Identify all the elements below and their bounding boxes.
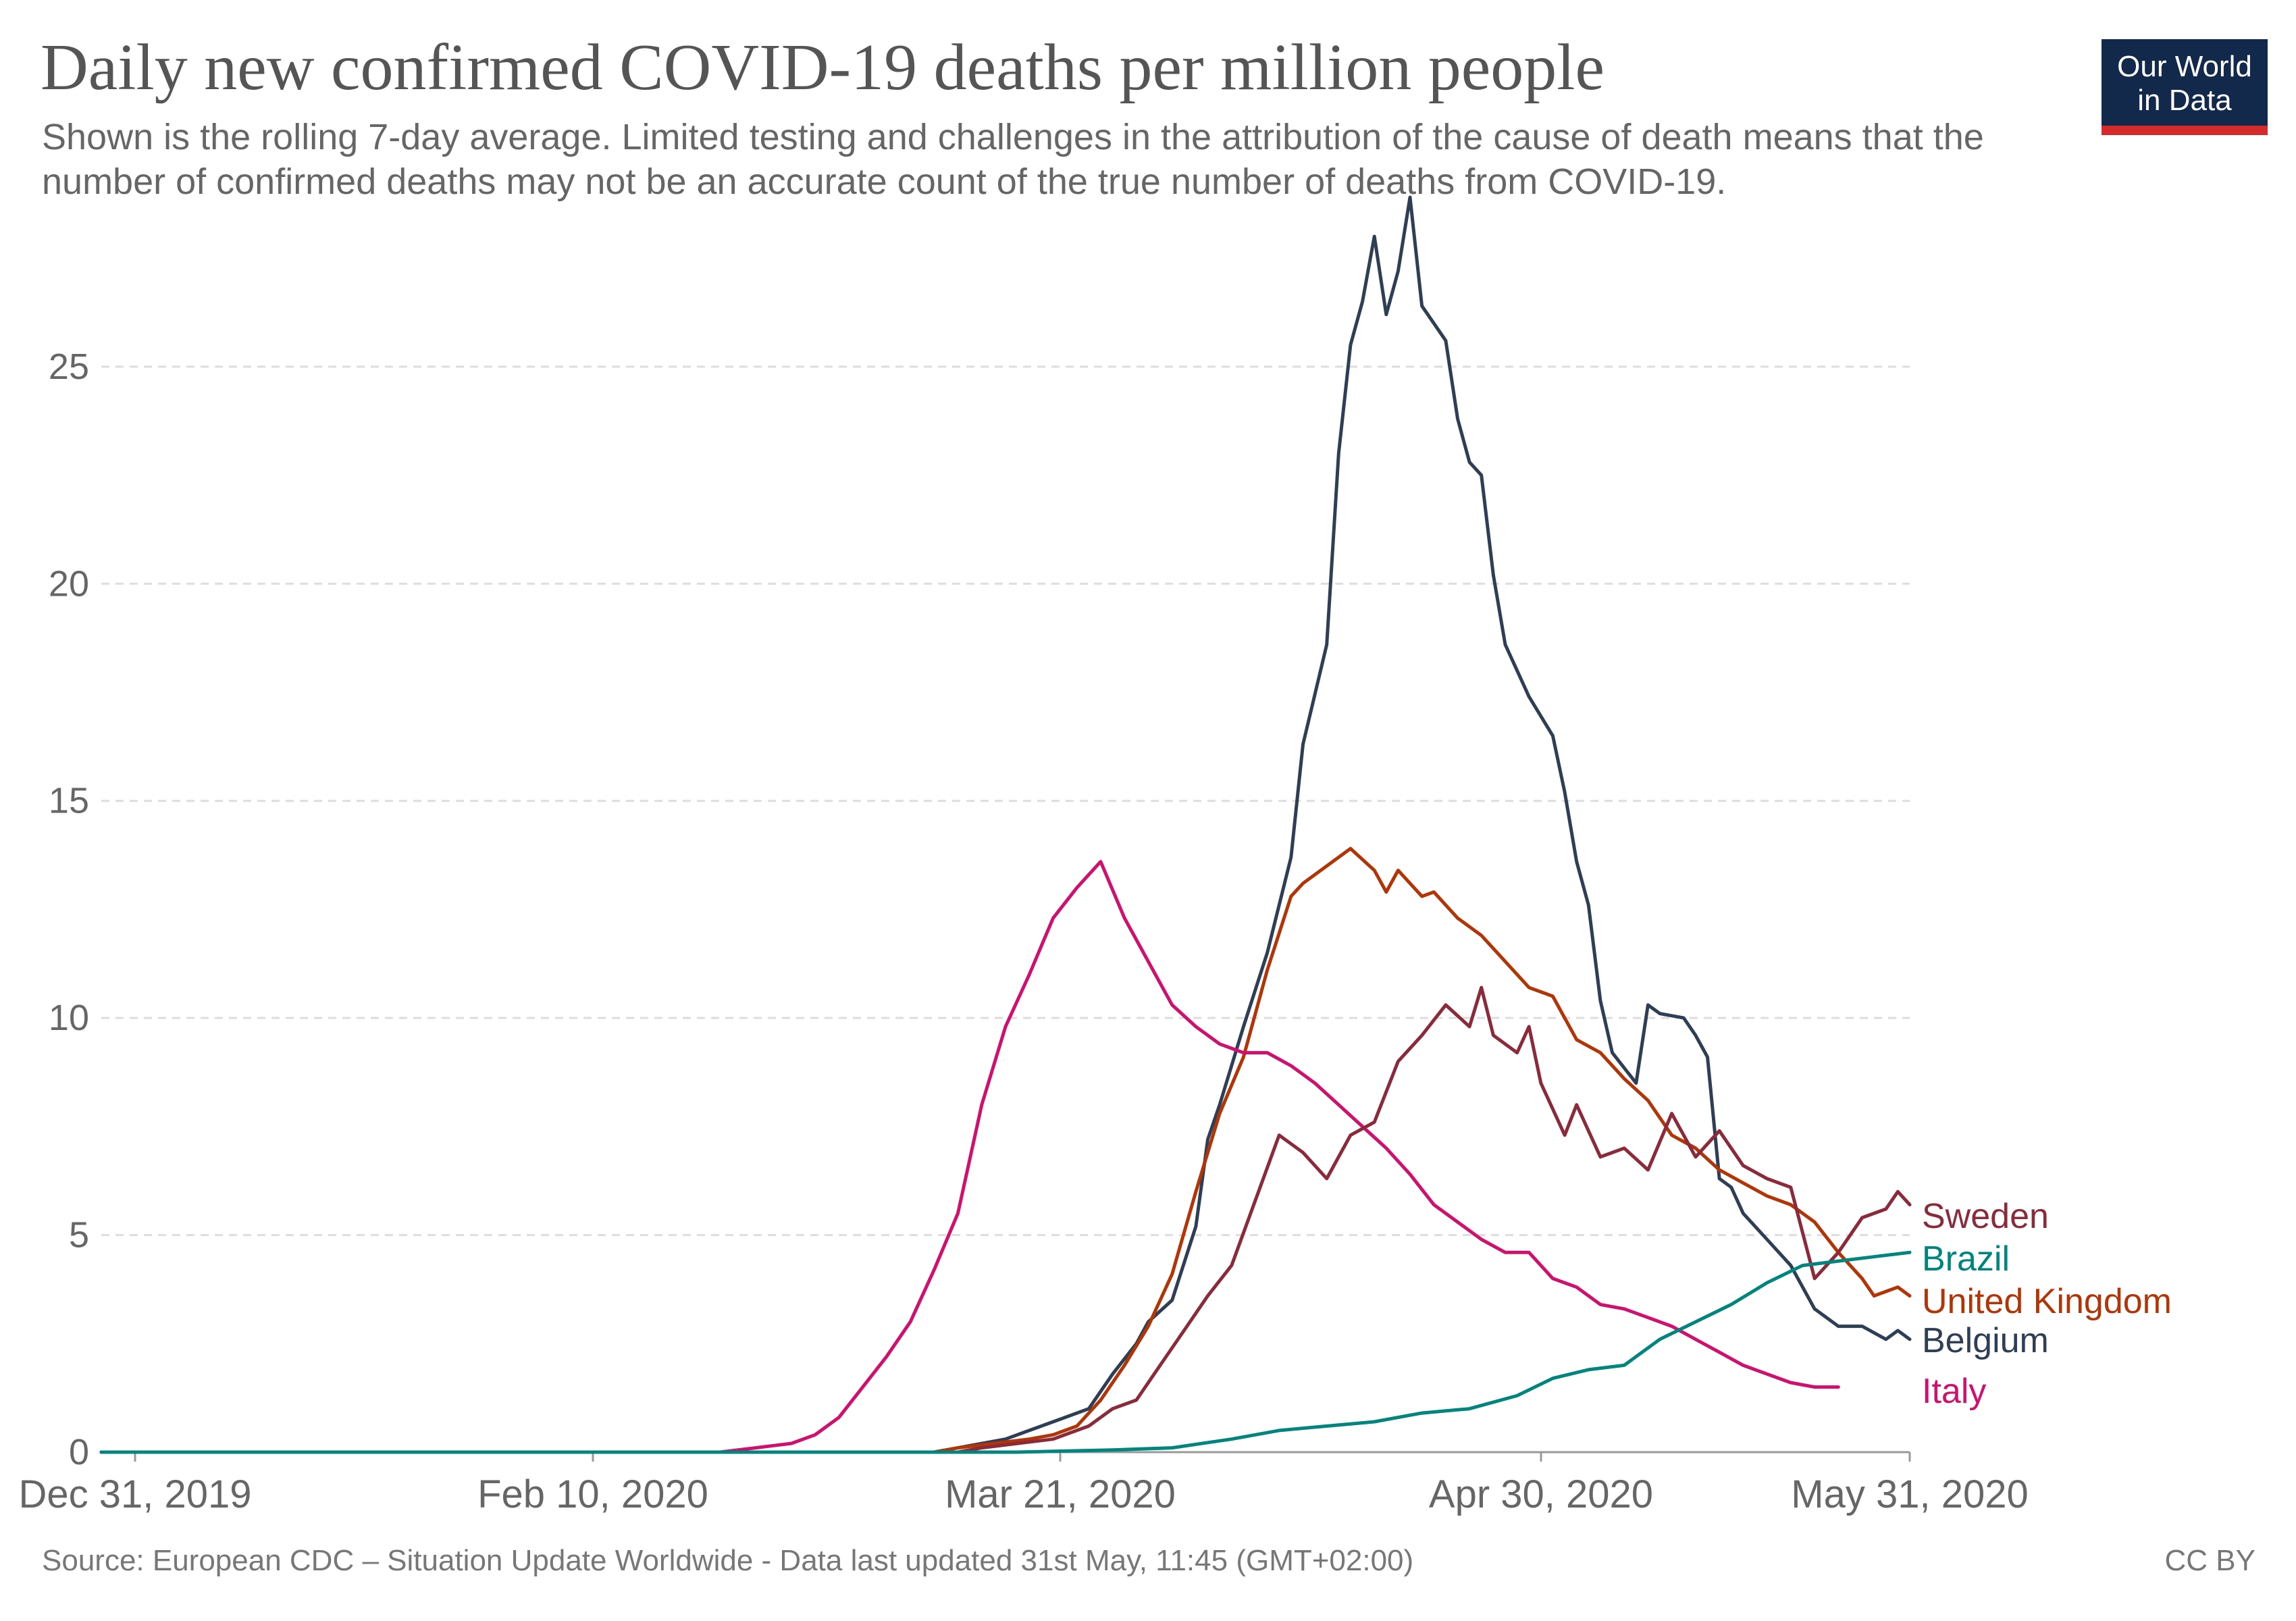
- x-tick-label: Apr 30, 2020: [1429, 1472, 1653, 1516]
- grid-lines: [101, 365, 1910, 1237]
- series-line-united-kingdom[interactable]: [99, 846, 1912, 1454]
- chart-subtitle: Shown is the rolling 7-day average. Limi…: [42, 117, 1984, 202]
- x-tick-label: Mar 21, 2020: [945, 1472, 1176, 1516]
- x-tick-label: Feb 10, 2020: [477, 1472, 708, 1516]
- series-line-sweden[interactable]: [99, 985, 1912, 1454]
- y-tick-label: 5: [69, 1215, 89, 1256]
- y-tick-label: 20: [49, 563, 89, 604]
- logo-line-2: in Data: [2137, 84, 2232, 117]
- series-label-belgium: Belgium: [1922, 1321, 2049, 1360]
- y-tick-label: 0: [69, 1432, 89, 1472]
- axes: 0 5 10 15 20 25 Dec 31, 2019 Feb 10, 2020 Mar 21…: [18, 346, 2028, 1516]
- series-label-united-kingdom: United Kingdom: [1922, 1282, 2172, 1321]
- series-label-italy: Italy: [1922, 1372, 1986, 1411]
- series-line-italy[interactable]: [99, 860, 1840, 1454]
- series-label-sweden: Sweden: [1922, 1197, 2049, 1236]
- chart-title: Daily new confirmed COVID-19 deaths per …: [41, 31, 1605, 104]
- y-tick-label: 10: [49, 998, 89, 1038]
- series-label-brazil: Brazil: [1922, 1239, 2010, 1279]
- y-tick-label: 25: [49, 346, 89, 387]
- series-line-belgium[interactable]: [99, 195, 1912, 1454]
- y-tick-label: 15: [49, 781, 89, 821]
- logo-line-1: Our World: [2117, 50, 2252, 83]
- x-tick-label: May 31, 2020: [1791, 1472, 2028, 1516]
- license-link[interactable]: CC BY: [2164, 1544, 2255, 1577]
- source-note: Source: European CDC – Situation Update …: [42, 1544, 1414, 1577]
- x-tick-label: Dec 31, 2019: [18, 1472, 251, 1516]
- series-line-brazil[interactable]: [99, 1250, 1912, 1454]
- owid-logo[interactable]: Our World in Data: [2102, 39, 2268, 135]
- line-chart: 0 5 10 15 20 25 Dec 31, 2019 Feb 10, 2020 Mar 21…: [18, 195, 2172, 1516]
- series-lines: [99, 195, 1912, 1454]
